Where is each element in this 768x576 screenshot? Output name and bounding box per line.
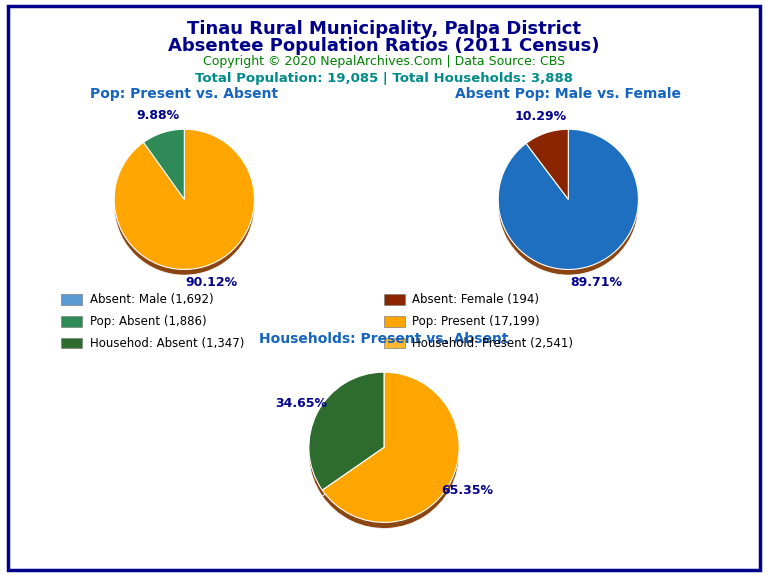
Text: 10.29%: 10.29%: [515, 110, 567, 123]
Text: Households: Present vs. Absent: Households: Present vs. Absent: [260, 332, 508, 346]
Wedge shape: [144, 135, 184, 205]
Wedge shape: [498, 129, 638, 270]
Text: 89.71%: 89.71%: [570, 276, 622, 289]
Wedge shape: [526, 129, 568, 199]
Wedge shape: [498, 135, 638, 275]
Text: Copyright © 2020 NepalArchives.Com | Data Source: CBS: Copyright © 2020 NepalArchives.Com | Dat…: [203, 55, 565, 68]
Text: Pop: Present (17,199): Pop: Present (17,199): [412, 315, 540, 328]
Wedge shape: [114, 135, 254, 275]
Text: 9.88%: 9.88%: [136, 109, 179, 122]
Text: Pop: Present vs. Absent: Pop: Present vs. Absent: [91, 87, 278, 101]
Text: Household: Present (2,541): Household: Present (2,541): [412, 337, 574, 350]
Text: Tinau Rural Municipality, Palpa District: Tinau Rural Municipality, Palpa District: [187, 20, 581, 38]
Text: 65.35%: 65.35%: [441, 484, 493, 497]
Wedge shape: [114, 129, 254, 270]
Text: 34.65%: 34.65%: [275, 397, 327, 410]
Wedge shape: [309, 372, 384, 490]
Text: Absent: Male (1,692): Absent: Male (1,692): [90, 293, 214, 306]
Text: Househod: Absent (1,347): Househod: Absent (1,347): [90, 337, 244, 350]
Text: Absent Pop: Male vs. Female: Absent Pop: Male vs. Female: [455, 87, 681, 101]
Wedge shape: [526, 135, 568, 205]
Text: Absent: Female (194): Absent: Female (194): [412, 293, 539, 306]
Text: Total Population: 19,085 | Total Households: 3,888: Total Population: 19,085 | Total Househo…: [195, 72, 573, 85]
Text: 90.12%: 90.12%: [185, 276, 237, 289]
Wedge shape: [323, 378, 459, 528]
Wedge shape: [309, 378, 384, 496]
Wedge shape: [144, 129, 184, 199]
Text: Pop: Absent (1,886): Pop: Absent (1,886): [90, 315, 207, 328]
Wedge shape: [323, 372, 459, 522]
Text: Absentee Population Ratios (2011 Census): Absentee Population Ratios (2011 Census): [168, 37, 600, 55]
